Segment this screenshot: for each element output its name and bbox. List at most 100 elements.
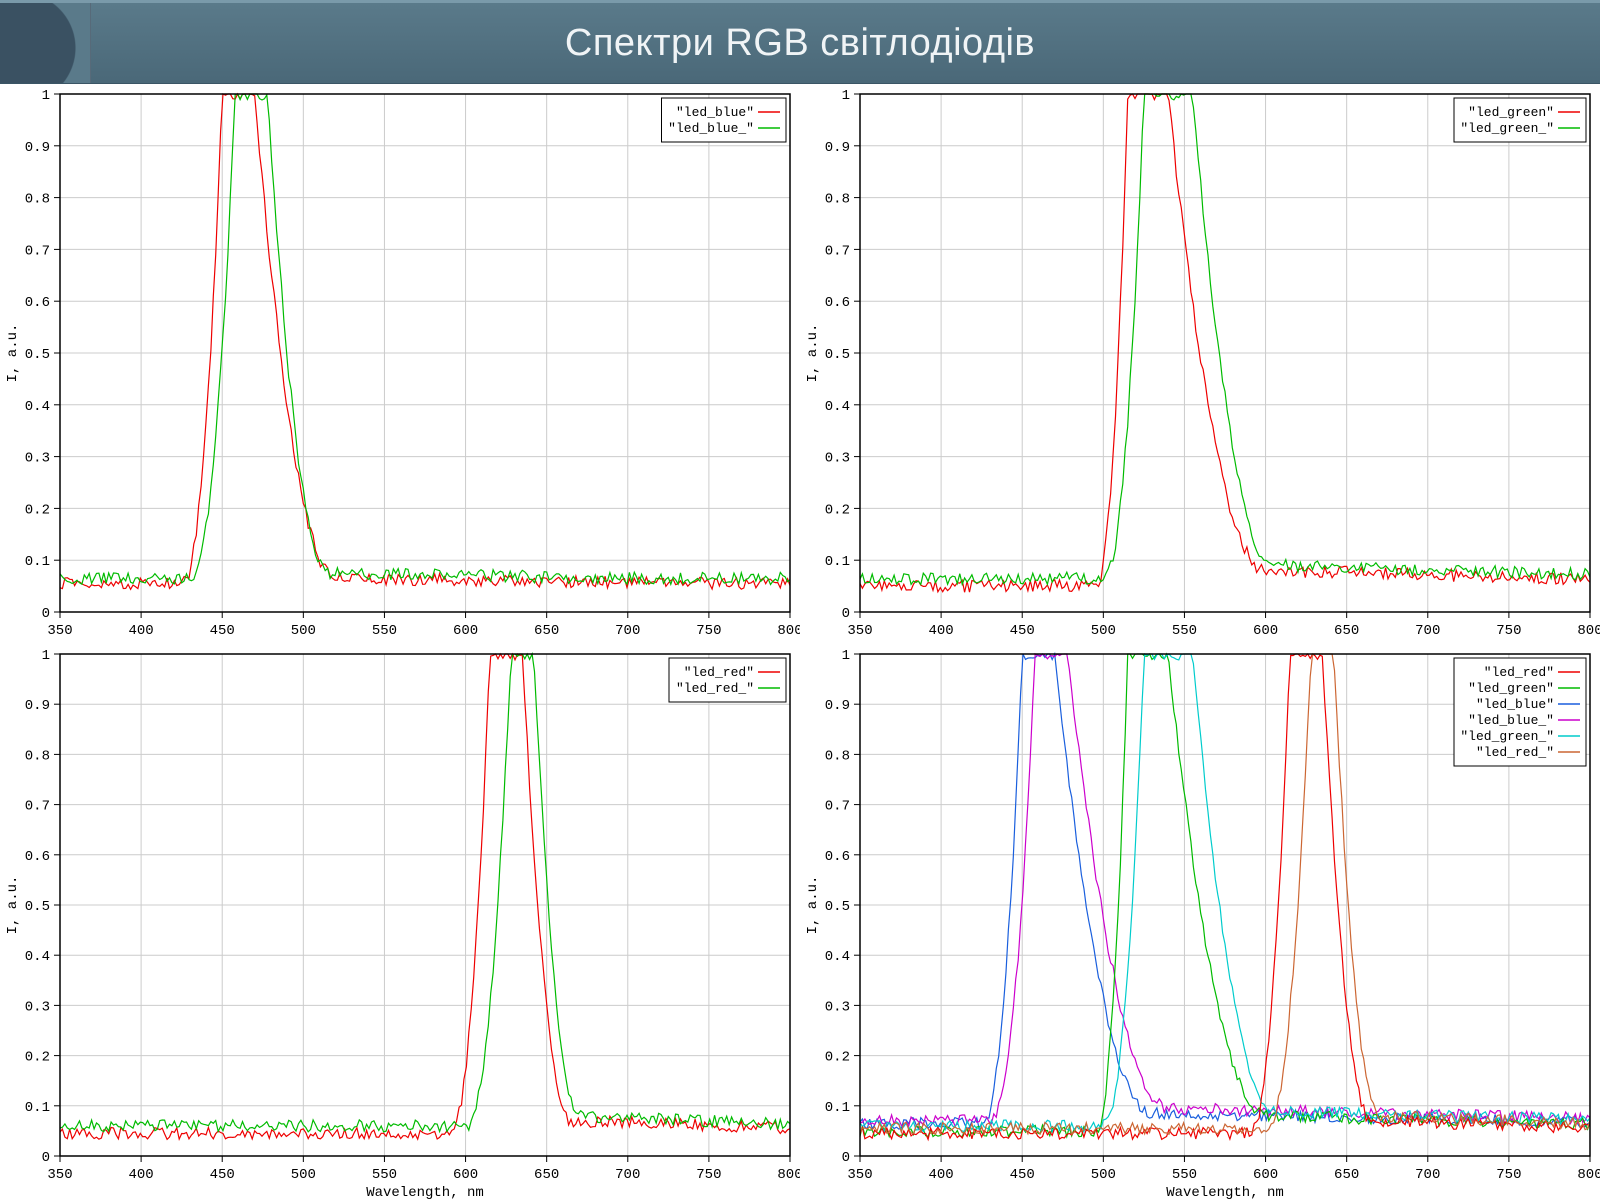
svg-text:0.4: 0.4 [825,949,850,965]
svg-text:0.9: 0.9 [825,140,850,156]
svg-text:0.9: 0.9 [825,698,850,714]
svg-text:0.7: 0.7 [25,799,50,815]
svg-text:500: 500 [1091,623,1116,639]
svg-text:"led_blue": "led_blue" [1476,697,1554,712]
svg-text:"led_red": "led_red" [684,665,754,680]
svg-text:I, a.u.: I, a.u. [5,876,21,935]
svg-text:800: 800 [777,1167,800,1183]
svg-text:0.3: 0.3 [25,451,50,467]
svg-text:0.2: 0.2 [25,502,50,518]
svg-text:800: 800 [1577,1167,1600,1183]
svg-text:0.8: 0.8 [825,192,850,208]
page-title: Спектри RGB світлодіодів [565,22,1035,65]
svg-text:0.3: 0.3 [825,451,850,467]
svg-text:800: 800 [1577,623,1600,639]
svg-text:600: 600 [1253,1167,1278,1183]
svg-text:0.5: 0.5 [25,347,50,363]
svg-text:I, a.u.: I, a.u. [5,324,21,383]
svg-text:550: 550 [372,1167,397,1183]
svg-text:1: 1 [842,88,850,104]
svg-text:450: 450 [1010,623,1035,639]
svg-text:0.6: 0.6 [25,849,50,865]
svg-text:0.4: 0.4 [825,399,850,415]
svg-text:600: 600 [453,623,478,639]
svg-text:0: 0 [842,606,850,622]
chart-panel-all: 35040045050055060065070075080000.10.20.3… [800,644,1600,1200]
svg-text:"led_green": "led_green" [1468,681,1554,696]
svg-text:0.4: 0.4 [25,949,50,965]
svg-text:0.1: 0.1 [25,1100,50,1116]
svg-text:0: 0 [842,1150,850,1166]
svg-text:"led_blue_": "led_blue_" [1468,713,1554,728]
svg-text:650: 650 [534,623,559,639]
svg-text:0.8: 0.8 [25,748,50,764]
svg-text:I, a.u.: I, a.u. [805,324,821,383]
svg-text:550: 550 [1172,1167,1197,1183]
chart-grid: 350 400 450 500 550 600 650 700 750 800 0 0.1 0.2 0.3… [0,84,1600,1200]
svg-text:0.6: 0.6 [825,849,850,865]
svg-text:350: 350 [847,623,872,639]
svg-text:500: 500 [291,623,316,639]
svg-text:"led_red_": "led_red_" [676,681,754,696]
svg-text:400: 400 [929,1167,954,1183]
svg-text:700: 700 [615,623,640,639]
svg-text:"led_blue_": "led_blue_" [668,121,754,136]
svg-text:0.8: 0.8 [25,192,50,208]
svg-text:0: 0 [42,1150,50,1166]
svg-text:"led_blue": "led_blue" [676,105,754,120]
svg-text:"led_red_": "led_red_" [1476,745,1554,760]
svg-text:650: 650 [1334,623,1359,639]
svg-text:1: 1 [842,648,850,664]
title-bar: Спектри RGB світлодіодів [0,0,1600,84]
svg-text:0.1: 0.1 [25,554,50,570]
svg-text:"led_green_": "led_green_" [1460,121,1554,136]
svg-text:Wavelength, nm: Wavelength, nm [366,1185,484,1200]
svg-text:0.3: 0.3 [25,999,50,1015]
svg-text:0.9: 0.9 [25,698,50,714]
svg-text:0.2: 0.2 [825,1050,850,1066]
svg-text:"led_green_": "led_green_" [1460,729,1554,744]
svg-text:0.1: 0.1 [825,554,850,570]
svg-text:400: 400 [129,623,154,639]
svg-text:400: 400 [129,1167,154,1183]
svg-text:I, a.u.: I, a.u. [805,876,821,935]
svg-text:0.7: 0.7 [825,799,850,815]
svg-text:1: 1 [42,88,50,104]
svg-text:650: 650 [1334,1167,1359,1183]
svg-text:600: 600 [453,1167,478,1183]
svg-text:0.7: 0.7 [25,243,50,259]
svg-text:400: 400 [929,623,954,639]
svg-text:0.6: 0.6 [825,295,850,311]
svg-text:450: 450 [210,623,235,639]
svg-text:350: 350 [847,1167,872,1183]
svg-text:750: 750 [696,623,721,639]
svg-text:"led_red": "led_red" [1484,665,1554,680]
svg-text:700: 700 [1415,1167,1440,1183]
svg-text:700: 700 [1415,623,1440,639]
svg-text:500: 500 [1091,1167,1116,1183]
svg-text:550: 550 [372,623,397,639]
svg-text:0: 0 [42,606,50,622]
svg-text:0.2: 0.2 [825,502,850,518]
svg-text:0.2: 0.2 [25,1050,50,1066]
svg-text:0.9: 0.9 [25,140,50,156]
chart-panel-green: 35040045050055060065070075080000.10.20.3… [800,84,1600,644]
svg-text:0.6: 0.6 [25,295,50,311]
svg-text:750: 750 [1496,1167,1521,1183]
svg-text:1: 1 [42,648,50,664]
chart-panel-red: 35040045050055060065070075080000.10.20.3… [0,644,800,1200]
svg-text:0.1: 0.1 [825,1100,850,1116]
svg-text:550: 550 [1172,623,1197,639]
svg-text:0.5: 0.5 [25,899,50,915]
svg-text:350: 350 [47,1167,72,1183]
svg-text:700: 700 [615,1167,640,1183]
svg-text:0.5: 0.5 [825,899,850,915]
svg-text:650: 650 [534,1167,559,1183]
svg-text:Wavelength, nm: Wavelength, nm [1166,1185,1284,1200]
svg-text:750: 750 [696,1167,721,1183]
svg-text:0.7: 0.7 [825,243,850,259]
svg-text:0.3: 0.3 [825,999,850,1015]
chart-panel-blue: 35040045050055060065070075080000.10.20.3… [0,84,800,644]
svg-text:600: 600 [1253,623,1278,639]
svg-text:0.4: 0.4 [25,399,50,415]
